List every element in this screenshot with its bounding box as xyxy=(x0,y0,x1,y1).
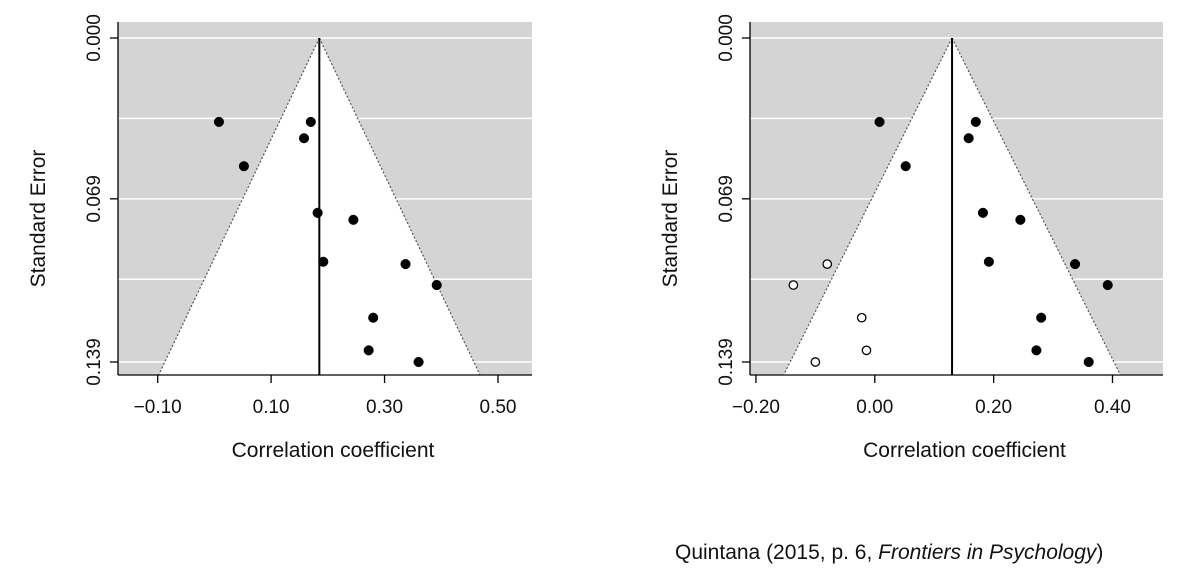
data-point xyxy=(1015,214,1026,225)
citation-suffix: ) xyxy=(1096,541,1104,564)
data-point xyxy=(900,161,911,172)
data-point xyxy=(963,133,974,144)
data-point xyxy=(1102,280,1113,291)
data-point xyxy=(348,214,359,225)
data-point xyxy=(431,280,442,291)
funnel-edge-right xyxy=(951,37,1121,375)
data-point-open xyxy=(856,312,867,323)
data-point xyxy=(1070,259,1081,270)
x-tick-label: 0.40 xyxy=(1094,397,1131,418)
data-point xyxy=(298,133,310,144)
x-axis-label: Correlation coefficient xyxy=(863,439,1066,462)
data-point xyxy=(368,312,379,323)
citation: Quintana (2015, p. 6, Frontiers in Psych… xyxy=(675,541,1103,565)
data-point xyxy=(874,116,885,127)
funnel-plot-1: 0.000 0.069 0.139 −0.10 0.10 0.30 0.50 Correlat… xyxy=(27,14,532,462)
y-axis-label: Standard Error xyxy=(27,150,50,288)
data-point xyxy=(312,207,323,218)
x-tick-label: −0.10 xyxy=(134,397,182,418)
data-point xyxy=(977,207,988,218)
x-tick-label: 0.50 xyxy=(479,397,516,418)
data-point xyxy=(213,116,224,127)
y-tick-label: 0.069 xyxy=(84,175,105,223)
data-point xyxy=(238,161,249,172)
y-axis-label: Standard Error xyxy=(659,150,682,288)
x-tick-label: 0.20 xyxy=(975,397,1012,418)
funnel-edge-left xyxy=(783,37,953,375)
data-point-open xyxy=(810,357,821,367)
y-tick-label: 0.069 xyxy=(716,175,737,223)
y-tick-label: 0.139 xyxy=(84,338,105,386)
data-point xyxy=(1083,356,1094,368)
x-tick-label: 0.10 xyxy=(253,397,290,418)
data-point-open xyxy=(788,280,799,290)
data-point xyxy=(363,345,374,356)
y-tick-label: 0.139 xyxy=(716,338,737,386)
data-point xyxy=(400,259,411,270)
y-tick-label: 0.000 xyxy=(84,14,105,62)
citation-journal: Frontiers in Psychology xyxy=(878,541,1097,564)
data-point-open xyxy=(861,345,872,356)
x-tick-label: 0.30 xyxy=(366,397,403,418)
funnel-plot-2: 0.000 0.069 0.139 −0.20 0.00 0.20 0.40 Correlat… xyxy=(659,14,1163,462)
y-tick-label: 0.000 xyxy=(716,14,737,62)
data-point xyxy=(1031,345,1042,356)
data-point xyxy=(970,116,981,127)
data-point xyxy=(305,116,316,127)
data-point xyxy=(318,256,329,267)
x-tick-label: −0.20 xyxy=(732,397,780,418)
data-point xyxy=(1036,312,1047,323)
citation-prefix: Quintana (2015, p. 6, xyxy=(675,541,879,564)
plot-area xyxy=(750,37,1163,375)
data-point-open xyxy=(822,259,833,269)
x-tick-label: 0.00 xyxy=(856,397,893,418)
plot-area xyxy=(118,37,532,375)
data-point xyxy=(983,256,994,267)
x-axis-label: Correlation coefficient xyxy=(232,439,435,462)
data-point xyxy=(413,356,424,368)
